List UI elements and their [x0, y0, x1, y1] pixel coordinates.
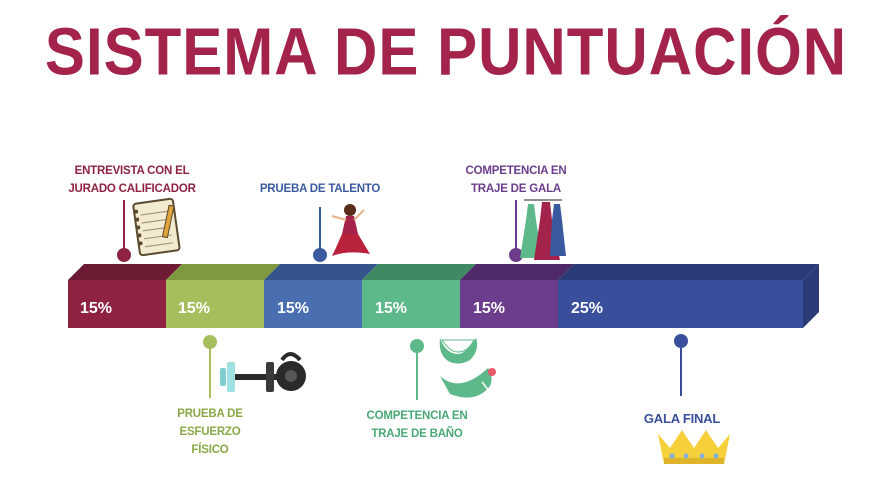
label-entrevista: ENTREVISTA CON EL JURADO CALIFICADOR: [62, 162, 202, 198]
percent-gala: 15%: [473, 300, 506, 317]
label-bano-line-1: COMPETENCIA EN: [366, 410, 468, 422]
crown-icon: [658, 430, 730, 464]
label-entrevista-line-2: JURADO CALIFICADOR: [68, 183, 196, 195]
bar-top-entrevista: [68, 264, 182, 280]
pin-bano: [410, 339, 424, 400]
bar-top-final: [558, 264, 819, 280]
label-talento: PRUEBA DE TALENTO: [258, 180, 382, 198]
swimsuit-icon: [439, 338, 496, 398]
gowns-icon: [520, 199, 566, 260]
label-bano: COMPETENCIA EN TRAJE DE BAÑO: [356, 407, 478, 443]
bar-top-bano: [362, 264, 476, 280]
label-gala: COMPETENCIA EN TRAJE DE GALA: [456, 162, 576, 198]
label-gala-line-1: COMPETENCIA EN: [465, 165, 567, 177]
label-bano-line-2: TRAJE DE BAÑO: [371, 428, 463, 440]
label-esfuerzo-line-2: ESFUERZO: [179, 426, 241, 438]
bar-top-talento: [264, 264, 378, 280]
score-bar: [68, 264, 819, 328]
bar-end-side: [803, 264, 819, 328]
bar-segment-esfuerzo: [166, 280, 264, 328]
page-title: SISTEMA DE PUNTUACIÓN: [44, 13, 848, 89]
pin-talento: [313, 207, 327, 262]
pin-final: [674, 334, 688, 396]
label-entrevista-line-1: ENTREVISTA CON EL: [74, 165, 190, 177]
label-talento-line-1: PRUEBA DE TALENTO: [259, 183, 381, 195]
label-esfuerzo: PRUEBA DE ESFUERZO FÍSICO: [160, 405, 260, 459]
label-esfuerzo-line-1: PRUEBA DE: [177, 408, 243, 420]
percent-talento: 15%: [277, 300, 310, 317]
pin-esfuerzo: [203, 335, 217, 398]
bar-segment-entrevista: [68, 280, 166, 328]
percent-bano: 15%: [375, 300, 408, 317]
bar-top-gala: [460, 264, 574, 280]
percent-final: 25%: [571, 300, 604, 317]
percent-entrevista: 15%: [80, 300, 113, 317]
label-final: GALA FINAL: [630, 410, 734, 428]
pin-gala: [509, 200, 523, 262]
label-final-line-1: GALA FINAL: [643, 411, 721, 426]
percent-esfuerzo: 15%: [178, 300, 211, 317]
dancer-icon: [331, 204, 370, 256]
dumbbell-kettlebell-icon: [220, 352, 306, 392]
bar-top-esfuerzo: [166, 264, 280, 280]
notepad-pencil-icon: [132, 197, 181, 257]
bar-segment-gala: [460, 280, 558, 328]
bar-segment-final: [558, 280, 803, 328]
label-esfuerzo-line-3: FÍSICO: [191, 444, 229, 456]
label-gala-line-2: TRAJE DE GALA: [470, 183, 562, 195]
bar-segment-bano: [362, 280, 460, 328]
pin-entrevista: [117, 200, 131, 262]
bar-segment-talento: [264, 280, 362, 328]
